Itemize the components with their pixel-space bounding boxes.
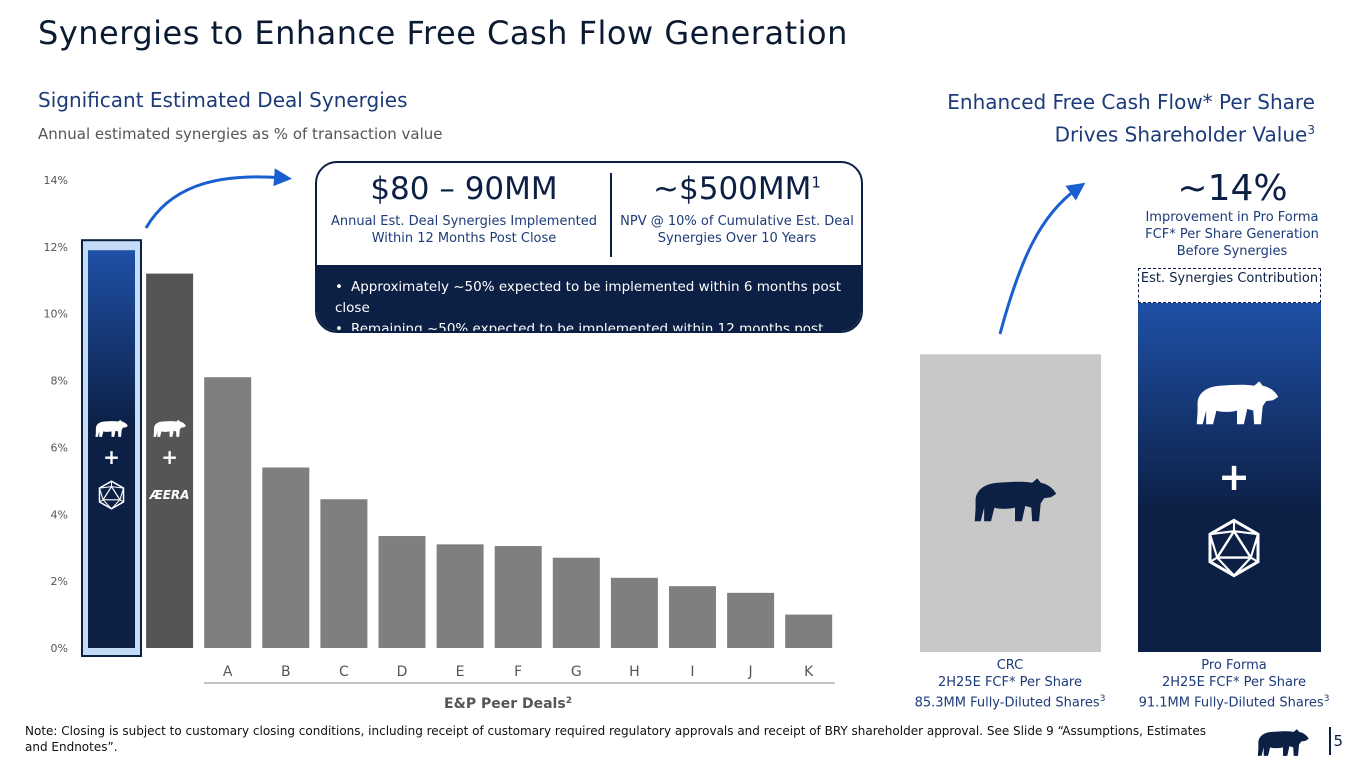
- bar-G: [552, 557, 600, 648]
- proforma-bar-caption: Pro Forma 2H25E FCF* Per Share 91.1MM Fu…: [1124, 657, 1344, 711]
- y-tick-label: 8%: [51, 375, 68, 388]
- x-tick-label: H: [629, 664, 640, 680]
- bar-I: [669, 586, 716, 648]
- footnote: Note: Closing is subject to customary cl…: [25, 724, 1207, 754]
- bullet-item: Remaining ~50% expected to be implemente…: [335, 319, 861, 331]
- crc-caption-line: CRC: [996, 658, 1024, 673]
- stat1-value: $80 – 90MM: [370, 171, 558, 207]
- x-tick-label: F: [514, 664, 522, 680]
- stat2-sup: 1: [811, 173, 821, 192]
- stat2-description: NPV @ 10% of Cumulative Est. Deal Synerg…: [620, 214, 854, 246]
- left-section-heading: Significant Estimated Deal Synergies: [38, 88, 408, 112]
- crc-bar-caption: CRC 2H25E FCF* Per Share 85.3MM Fully-Di…: [900, 657, 1120, 711]
- footer-separator: [1329, 727, 1331, 755]
- right-heading-sup: 3: [1307, 123, 1315, 137]
- bar-C: [320, 499, 368, 648]
- y-tick-label: 6%: [51, 441, 68, 454]
- bullet-item: Approximately ~50% expected to be implem…: [335, 277, 861, 319]
- x-tick-label: I: [690, 664, 694, 680]
- callout-stat2: ~$500MM1 NPV @ 10% of Cumulative Est. De…: [617, 171, 857, 247]
- bear-logo-icon: [974, 478, 1057, 522]
- y-tick-label: 0%: [51, 642, 68, 655]
- improvement-description: Improvement in Pro Forma FCF* Per Share …: [1145, 210, 1319, 259]
- x-tick-label: E: [456, 664, 465, 680]
- proforma-caption-line: Pro Forma: [1201, 658, 1267, 673]
- callout-stat1: $80 – 90MM Annual Est. Deal Synergies Im…: [323, 171, 605, 247]
- callout-bullet-band: Approximately ~50% expected to be implem…: [317, 265, 861, 331]
- bear-logo-icon: [1257, 729, 1309, 756]
- right-heading-line1: Enhanced Free Cash Flow* Per Share: [947, 90, 1315, 114]
- x-tick-label: J: [748, 664, 753, 680]
- y-tick-label: 14%: [44, 174, 68, 187]
- x-tick-label: C: [339, 664, 349, 680]
- page-title: Synergies to Enhance Free Cash Flow Gene…: [38, 14, 848, 52]
- bar-peer-1: [146, 273, 194, 648]
- y-tick-label: 12%: [44, 241, 68, 254]
- bar-K: [785, 614, 833, 648]
- aera-logo-label: ÆERA: [149, 488, 190, 502]
- synergies-bar-chart: 0% 2% 4% 6% 8% 10% 12% 14% + + ÆERA A B C D E F G H I J K E…: [44, 168, 835, 712]
- curved-arrow-icon: [998, 182, 1086, 335]
- fcf-bars: +: [920, 303, 1321, 652]
- x-tick-label: D: [397, 664, 408, 680]
- plus-icon: +: [1218, 455, 1250, 499]
- bar-pro-forma: [1138, 303, 1321, 652]
- y-tick-label: 4%: [51, 508, 68, 521]
- left-section-subheading: Annual estimated synergies as % of trans…: [38, 125, 443, 143]
- improvement-value: ~14%: [1177, 168, 1288, 209]
- bars: + + ÆERA: [88, 250, 833, 648]
- x-tick-label: A: [223, 664, 233, 680]
- bar-A: [204, 377, 252, 648]
- bar-B: [262, 467, 310, 648]
- crc-caption-line: 85.3MM Fully-Diluted Shares3: [914, 694, 1106, 711]
- bar-J: [727, 592, 775, 648]
- y-axis-ticks: 0% 2% 4% 6% 8% 10% 12% 14%: [44, 174, 68, 655]
- page-number: 5: [1333, 732, 1343, 750]
- icosahedron-icon: [1208, 518, 1260, 578]
- curved-arrow-icon: [144, 168, 292, 229]
- crc-caption-line: 2H25E FCF* Per Share: [938, 675, 1082, 690]
- bar-pro-forma-deal: [88, 250, 135, 648]
- x-axis-tick-labels: A B C D E F G H I J K: [223, 664, 814, 680]
- callout-divider: [610, 173, 612, 257]
- bar-F: [494, 546, 542, 648]
- x-tick-label: K: [804, 664, 814, 680]
- bar-H: [610, 577, 658, 648]
- bear-logo-icon: [1196, 381, 1279, 425]
- proforma-caption-line: 91.1MM Fully-Diluted Shares3: [1138, 694, 1330, 711]
- right-heading-line2: Drives Shareholder Value: [1054, 122, 1308, 147]
- synergies-contribution-box: Est. Synergies Contribution: [1138, 268, 1321, 303]
- x-axis-label: E&P Peer Deals2: [444, 696, 572, 712]
- y-tick-label: 2%: [51, 575, 68, 588]
- stat2-value: ~$500MM1: [653, 171, 821, 207]
- x-tick-label: G: [571, 664, 582, 680]
- callout-bullets: Approximately ~50% expected to be implem…: [335, 277, 861, 331]
- stat1-description: Annual Est. Deal Synergies Implemented W…: [330, 214, 598, 246]
- bar-D: [378, 536, 426, 648]
- synergies-callout: $80 – 90MM Annual Est. Deal Synergies Im…: [315, 161, 863, 333]
- y-tick-label: 10%: [44, 308, 68, 321]
- bar-E: [436, 544, 484, 648]
- plus-icon: +: [103, 445, 120, 469]
- right-section-heading: Enhanced Free Cash Flow* Per Share Drive…: [855, 88, 1315, 149]
- bar-crc: [920, 354, 1101, 652]
- x-tick-label: B: [281, 664, 291, 680]
- plus-icon: +: [161, 445, 178, 469]
- proforma-caption-line: 2H25E FCF* Per Share: [1162, 675, 1306, 690]
